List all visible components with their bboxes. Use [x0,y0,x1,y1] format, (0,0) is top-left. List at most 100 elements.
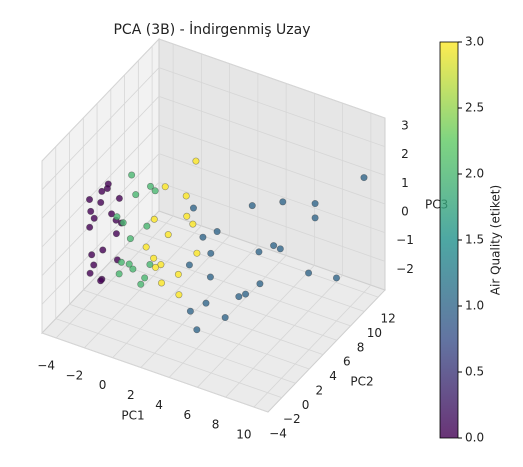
point [174,270,182,278]
y-tick-label: −2 [283,412,301,426]
point [137,280,145,288]
colorbar-tick-label: 2.5 [465,101,484,115]
point [86,223,94,231]
z-tick-label: −2 [396,262,414,276]
point [193,249,201,257]
colorbar-tick-label: 0.5 [465,365,484,379]
grid-line [41,153,160,276]
y-tick-label: 2 [315,383,323,397]
grid-line [158,38,386,119]
point [143,222,151,230]
point [141,274,149,282]
point [175,291,183,299]
grid-line [138,232,365,312]
point [103,184,111,192]
point [115,194,123,202]
point [157,261,165,269]
point [311,200,319,208]
y-tick-label: 6 [343,355,351,369]
grid-line [158,153,386,234]
chart-title: PCA (3B) - İndirgenmiş Uzay [113,20,310,38]
x-tick-label: 0 [99,378,107,392]
x-tick-label: 4 [155,398,163,412]
colorbar: 0.0 0.5 1.0 1.5 2.0 2.5 3.0 Air Quality (etiket… [439,35,503,445]
x-axis-label: PC1 [121,409,144,423]
colorbar-tick-label: 1.5 [465,233,484,247]
point [115,270,123,278]
y-tick-label: −4 [269,427,287,441]
grid-line [41,182,160,305]
point [311,214,319,222]
point [158,279,166,287]
grid-line [55,215,174,339]
point [132,191,140,199]
grid-line [69,303,296,384]
point [213,228,221,236]
x-tick-label: −4 [37,358,55,372]
point [206,273,214,281]
colorbar-tick-label: 1.0 [465,299,484,313]
grid-line [158,67,386,148]
point [185,261,193,269]
grid-line [41,38,160,162]
colorbar-gradient [439,41,459,439]
point [332,274,340,282]
point [164,231,172,239]
point [128,171,136,179]
point [235,293,243,301]
grid-line [158,95,386,176]
point [182,192,190,200]
z-tick-label: 0 [401,205,409,219]
y-tick-label: 0 [302,398,310,412]
y-tick-label: 4 [329,369,337,383]
point [90,214,98,222]
x-tick-label: 10 [236,428,251,442]
colorbar-tick-label: 0.0 [465,431,484,445]
point [192,157,200,165]
point [98,187,106,195]
point [88,251,96,259]
point [276,245,284,253]
point [142,243,150,251]
grid-line [41,332,269,413]
y-axis-label: PC2 [350,375,373,389]
point [183,212,191,220]
x-tick-label: 2 [127,388,135,402]
point [146,261,154,269]
grid-line [197,265,315,388]
z-tick-label: 3 [401,119,409,133]
grid-line [96,275,324,355]
grid-line [41,96,160,219]
grid-line [41,67,160,190]
point [87,207,95,215]
point [189,204,197,212]
point [117,258,125,266]
point [146,182,154,190]
point [125,260,133,268]
grid-line [110,260,337,341]
colorbar-tick-label: 2.0 [465,167,484,181]
point [199,233,207,241]
x-tick-label: 8 [212,418,220,432]
z-tick-label: 2 [401,147,409,161]
x-tick-label: −2 [66,368,84,382]
point [126,235,134,243]
point [248,202,256,210]
point [193,326,201,334]
point [360,174,368,182]
point [86,196,94,204]
grid-line [253,284,372,408]
point [242,290,250,298]
point [305,269,313,277]
point [186,307,194,315]
grid-line [41,124,160,248]
point [207,249,215,257]
point [202,299,210,307]
colorbar-label: Air Quality (etiket) [489,185,503,295]
grid-line [151,217,379,298]
point [161,183,169,191]
point [86,269,94,277]
z-tick-label: 1 [401,176,409,190]
